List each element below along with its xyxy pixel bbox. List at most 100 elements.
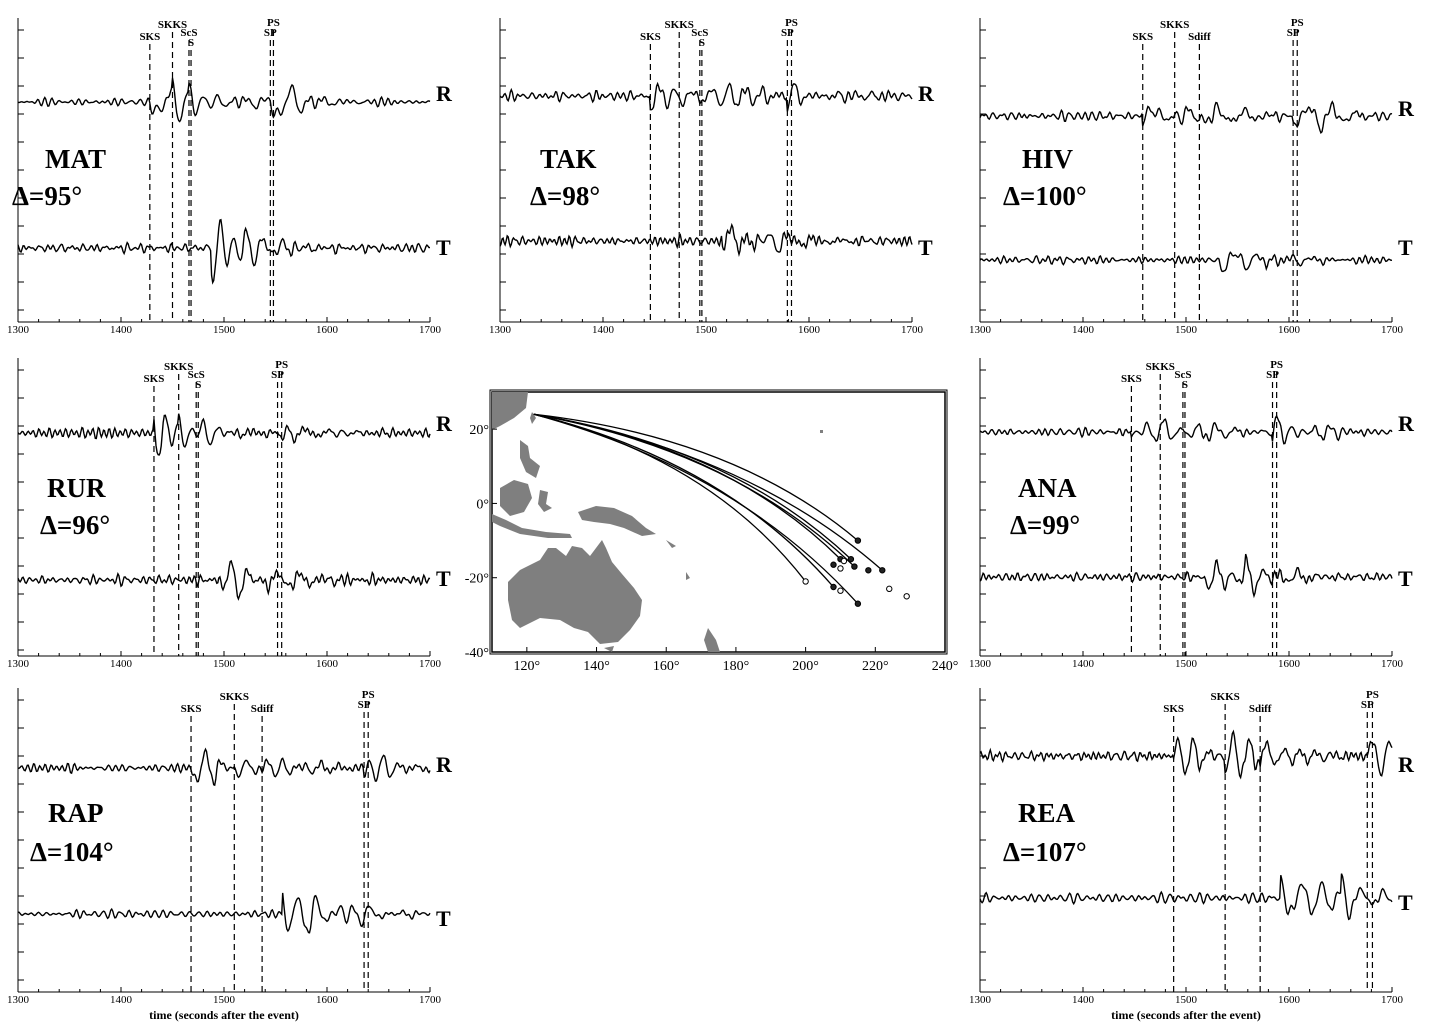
ray-path [533, 413, 841, 560]
x-tick-label: 1400 [110, 324, 133, 336]
phase-label-sks: SKS [1163, 703, 1184, 715]
station-marker-open [840, 557, 848, 565]
trace-t [17, 559, 431, 601]
component-label-r: R [918, 81, 935, 106]
x-tick-label: 1300 [7, 658, 30, 670]
station-marker-filled [865, 567, 872, 574]
landmass [704, 628, 720, 652]
phase-label-ps: PS [275, 359, 288, 371]
phase-label-sks: SKS [1121, 373, 1142, 385]
x-tick-label: 1400 [110, 994, 133, 1006]
landmass [520, 440, 540, 478]
component-label-r: R [1398, 411, 1415, 436]
phase-label-sdiff: Sdiff [251, 703, 274, 715]
x-axis-title: time (seconds after the event) [149, 1008, 299, 1022]
x-tick-label: 1700 [1381, 658, 1404, 670]
x-tick-label: 1600 [1278, 324, 1301, 336]
x-tick-label: 1700 [419, 994, 442, 1006]
x-tick-label: 1700 [1381, 994, 1404, 1006]
station-name: RUR [47, 473, 106, 503]
phase-label-skks: SKKS [1146, 361, 1175, 373]
station-distance: Δ=99° [1010, 510, 1080, 540]
phase-label-ps: PS [785, 17, 798, 29]
station-marker-open [802, 578, 809, 585]
station-marker-filled [847, 555, 855, 563]
station-marker-open [837, 587, 844, 594]
map-x-tick-label: 180° [723, 659, 750, 674]
station-name: ANA [1018, 473, 1077, 503]
landmass [508, 540, 642, 644]
component-label-t: T [918, 235, 933, 260]
phase-label-s: S [195, 379, 201, 391]
map-x-tick-label: 160° [653, 659, 680, 674]
phase-label-ps: PS [1366, 689, 1379, 701]
x-tick-label: 1700 [419, 658, 442, 670]
x-tick-label: 1700 [419, 324, 442, 336]
station-marker-filled [830, 561, 837, 568]
landmass [686, 572, 690, 580]
phase-label-sp: SP [1287, 27, 1300, 39]
x-tick-label: 1500 [1175, 658, 1198, 670]
landmass [538, 490, 552, 512]
phase-label-skks: SKKS [220, 691, 249, 703]
trace-r [17, 747, 431, 787]
phase-label-skks: SKKS [1160, 19, 1189, 31]
component-label-r: R [436, 411, 453, 436]
trace-r [17, 77, 431, 123]
ray-path [533, 413, 807, 582]
phase-label-sks: SKS [144, 373, 165, 385]
x-tick-label: 1400 [1072, 324, 1095, 336]
component-label-t: T [436, 566, 451, 591]
landmass [666, 540, 676, 548]
phase-label-skks: SKKS [1210, 691, 1239, 703]
phase-label-skks: SKKS [164, 361, 193, 373]
component-label-t: T [436, 235, 451, 260]
trace-r [979, 414, 1393, 445]
x-tick-label: 1600 [316, 324, 339, 336]
x-tick-label: 1300 [7, 994, 30, 1006]
phase-label-sp: SP [1266, 369, 1279, 381]
map-y-tick-label: 20° [469, 423, 489, 438]
station-marker-filled [854, 537, 862, 544]
phase-label-s: S [188, 37, 194, 49]
phase-label-sks: SKS [1132, 31, 1153, 43]
station-distance: Δ=96° [40, 510, 110, 540]
landmass [578, 506, 656, 536]
component-label-t: T [1398, 235, 1413, 260]
phase-label-sp: SP [781, 27, 794, 39]
x-tick-label: 1600 [316, 994, 339, 1006]
map-x-tick-label: 240° [932, 659, 959, 674]
phase-label-sks: SKS [640, 31, 661, 43]
landmass [492, 514, 572, 538]
ray-path [533, 413, 859, 605]
island [820, 430, 823, 433]
x-tick-label: 1500 [695, 324, 718, 336]
x-tick-label: 1400 [1072, 658, 1095, 670]
map-x-tick-label: 120° [514, 659, 541, 674]
trace-r [979, 100, 1393, 135]
phase-label-ps: PS [1291, 17, 1304, 29]
station-marker-filled [851, 563, 858, 570]
station-marker-filled [879, 567, 886, 574]
trace-r [17, 413, 431, 456]
phase-label-s: S [1182, 379, 1188, 391]
component-label-t: T [1398, 890, 1413, 915]
phase-label-sks: SKS [139, 31, 160, 43]
x-tick-label: 1700 [901, 324, 924, 336]
x-tick-label: 1500 [213, 324, 236, 336]
landmass [604, 646, 614, 652]
component-label-t: T [1398, 566, 1413, 591]
map-x-tick-label: 140° [583, 659, 610, 674]
x-tick-label: 1400 [592, 324, 615, 336]
station-marker-filled [854, 600, 862, 607]
phase-label-sks: SKS [181, 703, 202, 715]
landmass [500, 480, 532, 516]
x-tick-label: 1700 [1381, 324, 1404, 336]
station-name: RAP [48, 798, 104, 828]
